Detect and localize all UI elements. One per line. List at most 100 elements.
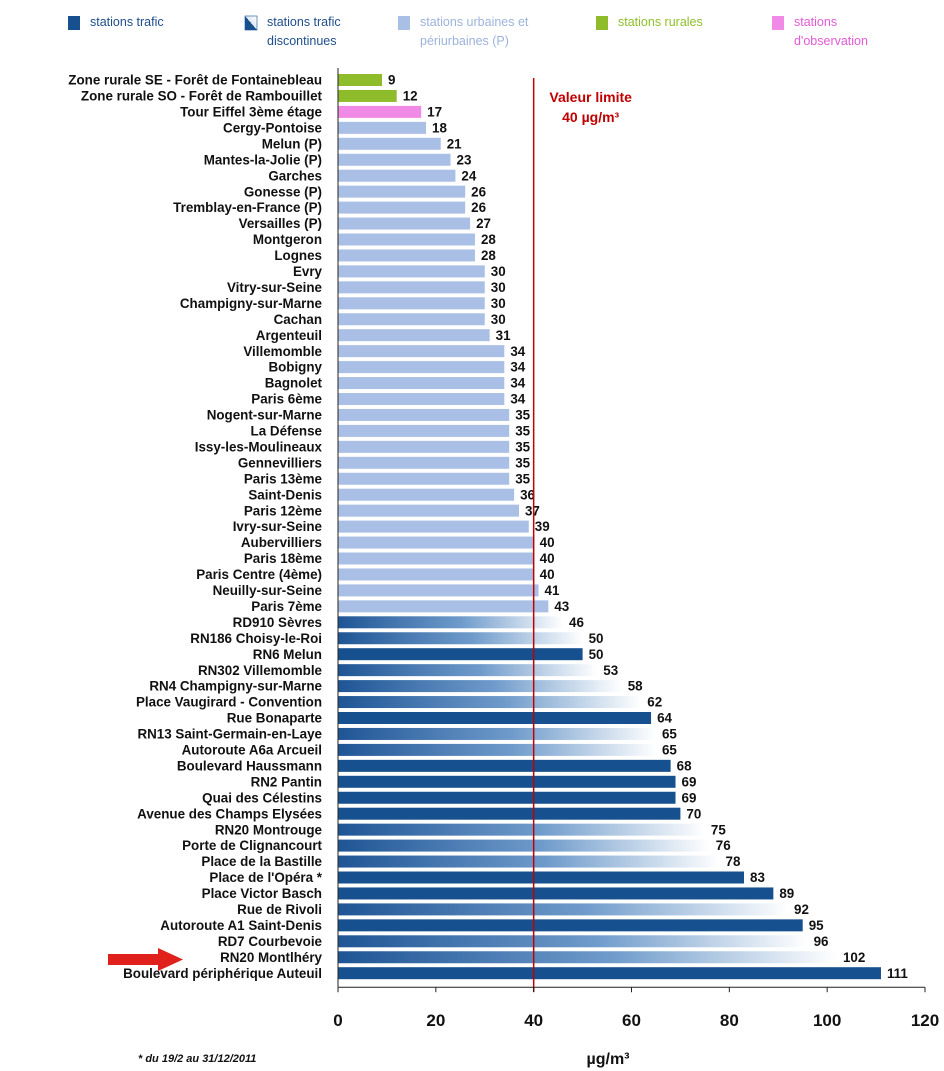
data-label: 17 [427, 105, 442, 120]
bar-rurales [338, 74, 383, 86]
x-tick-label: 40 [524, 1011, 543, 1030]
bar-urbaines [338, 520, 529, 533]
bar-urbaines [338, 313, 485, 326]
category-label: Cergy-Pontoise [223, 120, 322, 135]
limit-value-label: Valeur limite [549, 89, 632, 105]
data-label: 37 [525, 503, 540, 518]
bar-row: Villemomble 34 [243, 344, 525, 359]
bar-row: Autoroute A6a Arcueil 65 [182, 743, 678, 758]
bar-urbaines [338, 361, 505, 374]
category-label: Lognes [274, 248, 322, 263]
category-label: Paris 13ème [244, 471, 322, 486]
legend-swatch-urbaines [398, 16, 410, 30]
bar-row: Quai des Célestins 69 [202, 790, 696, 805]
bar-trafic [338, 775, 676, 788]
bar-urbaines [338, 600, 549, 613]
bar-row: Argenteuil 31 [256, 328, 511, 343]
category-label: Ivry-sur-Seine [233, 519, 322, 534]
bar-urbaines [338, 488, 515, 501]
limit-value-amount: 40 µg/m³ [562, 109, 619, 125]
bar-row: RN20 Montlhéry 102 [220, 950, 865, 965]
bar-row: Paris 12ème 37 [244, 503, 540, 518]
category-label: Vitry-sur-Seine [227, 280, 322, 295]
bar-urbaines [338, 393, 505, 405]
bar-row: Place Vaugirard - Convention 62 [136, 695, 662, 710]
x-axis-label: µg/m³ [587, 1051, 630, 1068]
bar-urbaines [338, 249, 475, 262]
data-label: 35 [515, 471, 530, 486]
data-label: 12 [403, 89, 418, 104]
bar-trafic_discontinues [338, 951, 837, 964]
data-label: 28 [481, 248, 496, 263]
data-label: 35 [515, 439, 530, 454]
data-label: 75 [711, 822, 726, 837]
bar-trafic [338, 712, 652, 724]
data-label: 65 [662, 743, 677, 758]
data-label: 69 [682, 774, 697, 789]
category-label: Rue Bonaparte [227, 711, 322, 726]
data-label: 26 [471, 200, 486, 215]
data-label: 35 [515, 424, 530, 439]
bar-urbaines [338, 201, 466, 214]
bar-urbaines [338, 153, 451, 166]
bar-trafic [338, 871, 745, 884]
bar-urbaines [338, 329, 490, 342]
category-label: Gonesse (P) [244, 184, 322, 199]
data-label: 24 [461, 168, 476, 183]
category-label: La Défense [251, 424, 322, 439]
data-label: 78 [726, 854, 741, 869]
data-label: 39 [535, 519, 550, 534]
category-label: Gennevilliers [238, 455, 322, 470]
category-label: Avenue des Champs Elysées [137, 806, 322, 821]
bar-row: Garches 24 [268, 168, 476, 183]
bars-group: Zone rurale SE - Forêt de Fontainebleau 9… [68, 73, 908, 981]
x-tick-label: 100 [813, 1011, 841, 1030]
bar-trafic_discontinues [338, 680, 622, 693]
legend-item-rurales: stations rurales [596, 15, 703, 30]
bar-row: Ivry-sur-Seine 39 [233, 519, 550, 534]
data-label: 34 [510, 360, 525, 375]
bar-row: Autoroute A1 Saint-Denis 95 [160, 918, 824, 933]
category-label: Zone rurale SO - Forêt de Rambouillet [81, 89, 323, 104]
bar-row: Aubervilliers 40 [241, 535, 555, 550]
category-label: Paris 18ème [244, 551, 322, 566]
bar-trafic_discontinues [338, 616, 564, 629]
bar-trafic_discontinues [338, 696, 642, 709]
legend-label-trafic_discontinues: stations trafic [267, 15, 341, 29]
bar-rurales [338, 89, 397, 102]
bar-trafic_discontinues [338, 727, 656, 740]
red-arrow-icon [108, 948, 183, 971]
bar-row: Place Victor Basch 89 [202, 886, 795, 901]
bar-row: RN20 Montrouge 75 [215, 822, 726, 837]
category-label: Paris Centre (4ème) [196, 567, 322, 582]
bar-urbaines [338, 121, 427, 134]
legend-item-urbaines: stations urbaines et périurbaines (P) [398, 15, 529, 48]
bar-trafic [338, 919, 803, 932]
category-label: Tremblay-en-France (P) [173, 200, 322, 215]
category-label: Saint-Denis [248, 487, 322, 502]
category-label: Quai des Célestins [202, 790, 322, 805]
bar-row: Cachan 30 [274, 312, 506, 327]
data-label: 76 [716, 838, 731, 853]
category-label: Place Vaugirard - Convention [136, 695, 322, 710]
bar-urbaines [338, 536, 534, 549]
bar-urbaines [338, 504, 519, 517]
data-label: 43 [554, 599, 569, 614]
bar-row: Tremblay-en-France (P) 26 [173, 200, 486, 215]
data-label: 30 [491, 280, 506, 295]
data-label: 28 [481, 232, 496, 247]
data-label: 40 [540, 567, 555, 582]
category-label: Argenteuil [256, 328, 322, 343]
category-label: Melun (P) [262, 136, 322, 151]
legend-swatch-observation [772, 16, 784, 30]
bar-row: RN6 Melun 50 [253, 647, 604, 662]
bar-urbaines [338, 265, 485, 278]
bar-urbaines [338, 552, 534, 565]
category-label: Garches [268, 168, 322, 183]
bar-row: Mantes-la-Jolie (P) 23 [204, 152, 472, 167]
data-label: 53 [603, 663, 618, 678]
bar-row: Bobigny 34 [268, 360, 525, 375]
bar-row: RN302 Villemomble 53 [198, 663, 618, 678]
category-label: RN4 Champigny-sur-Marne [149, 679, 322, 694]
bar-row: Saint-Denis 36 [248, 487, 535, 502]
